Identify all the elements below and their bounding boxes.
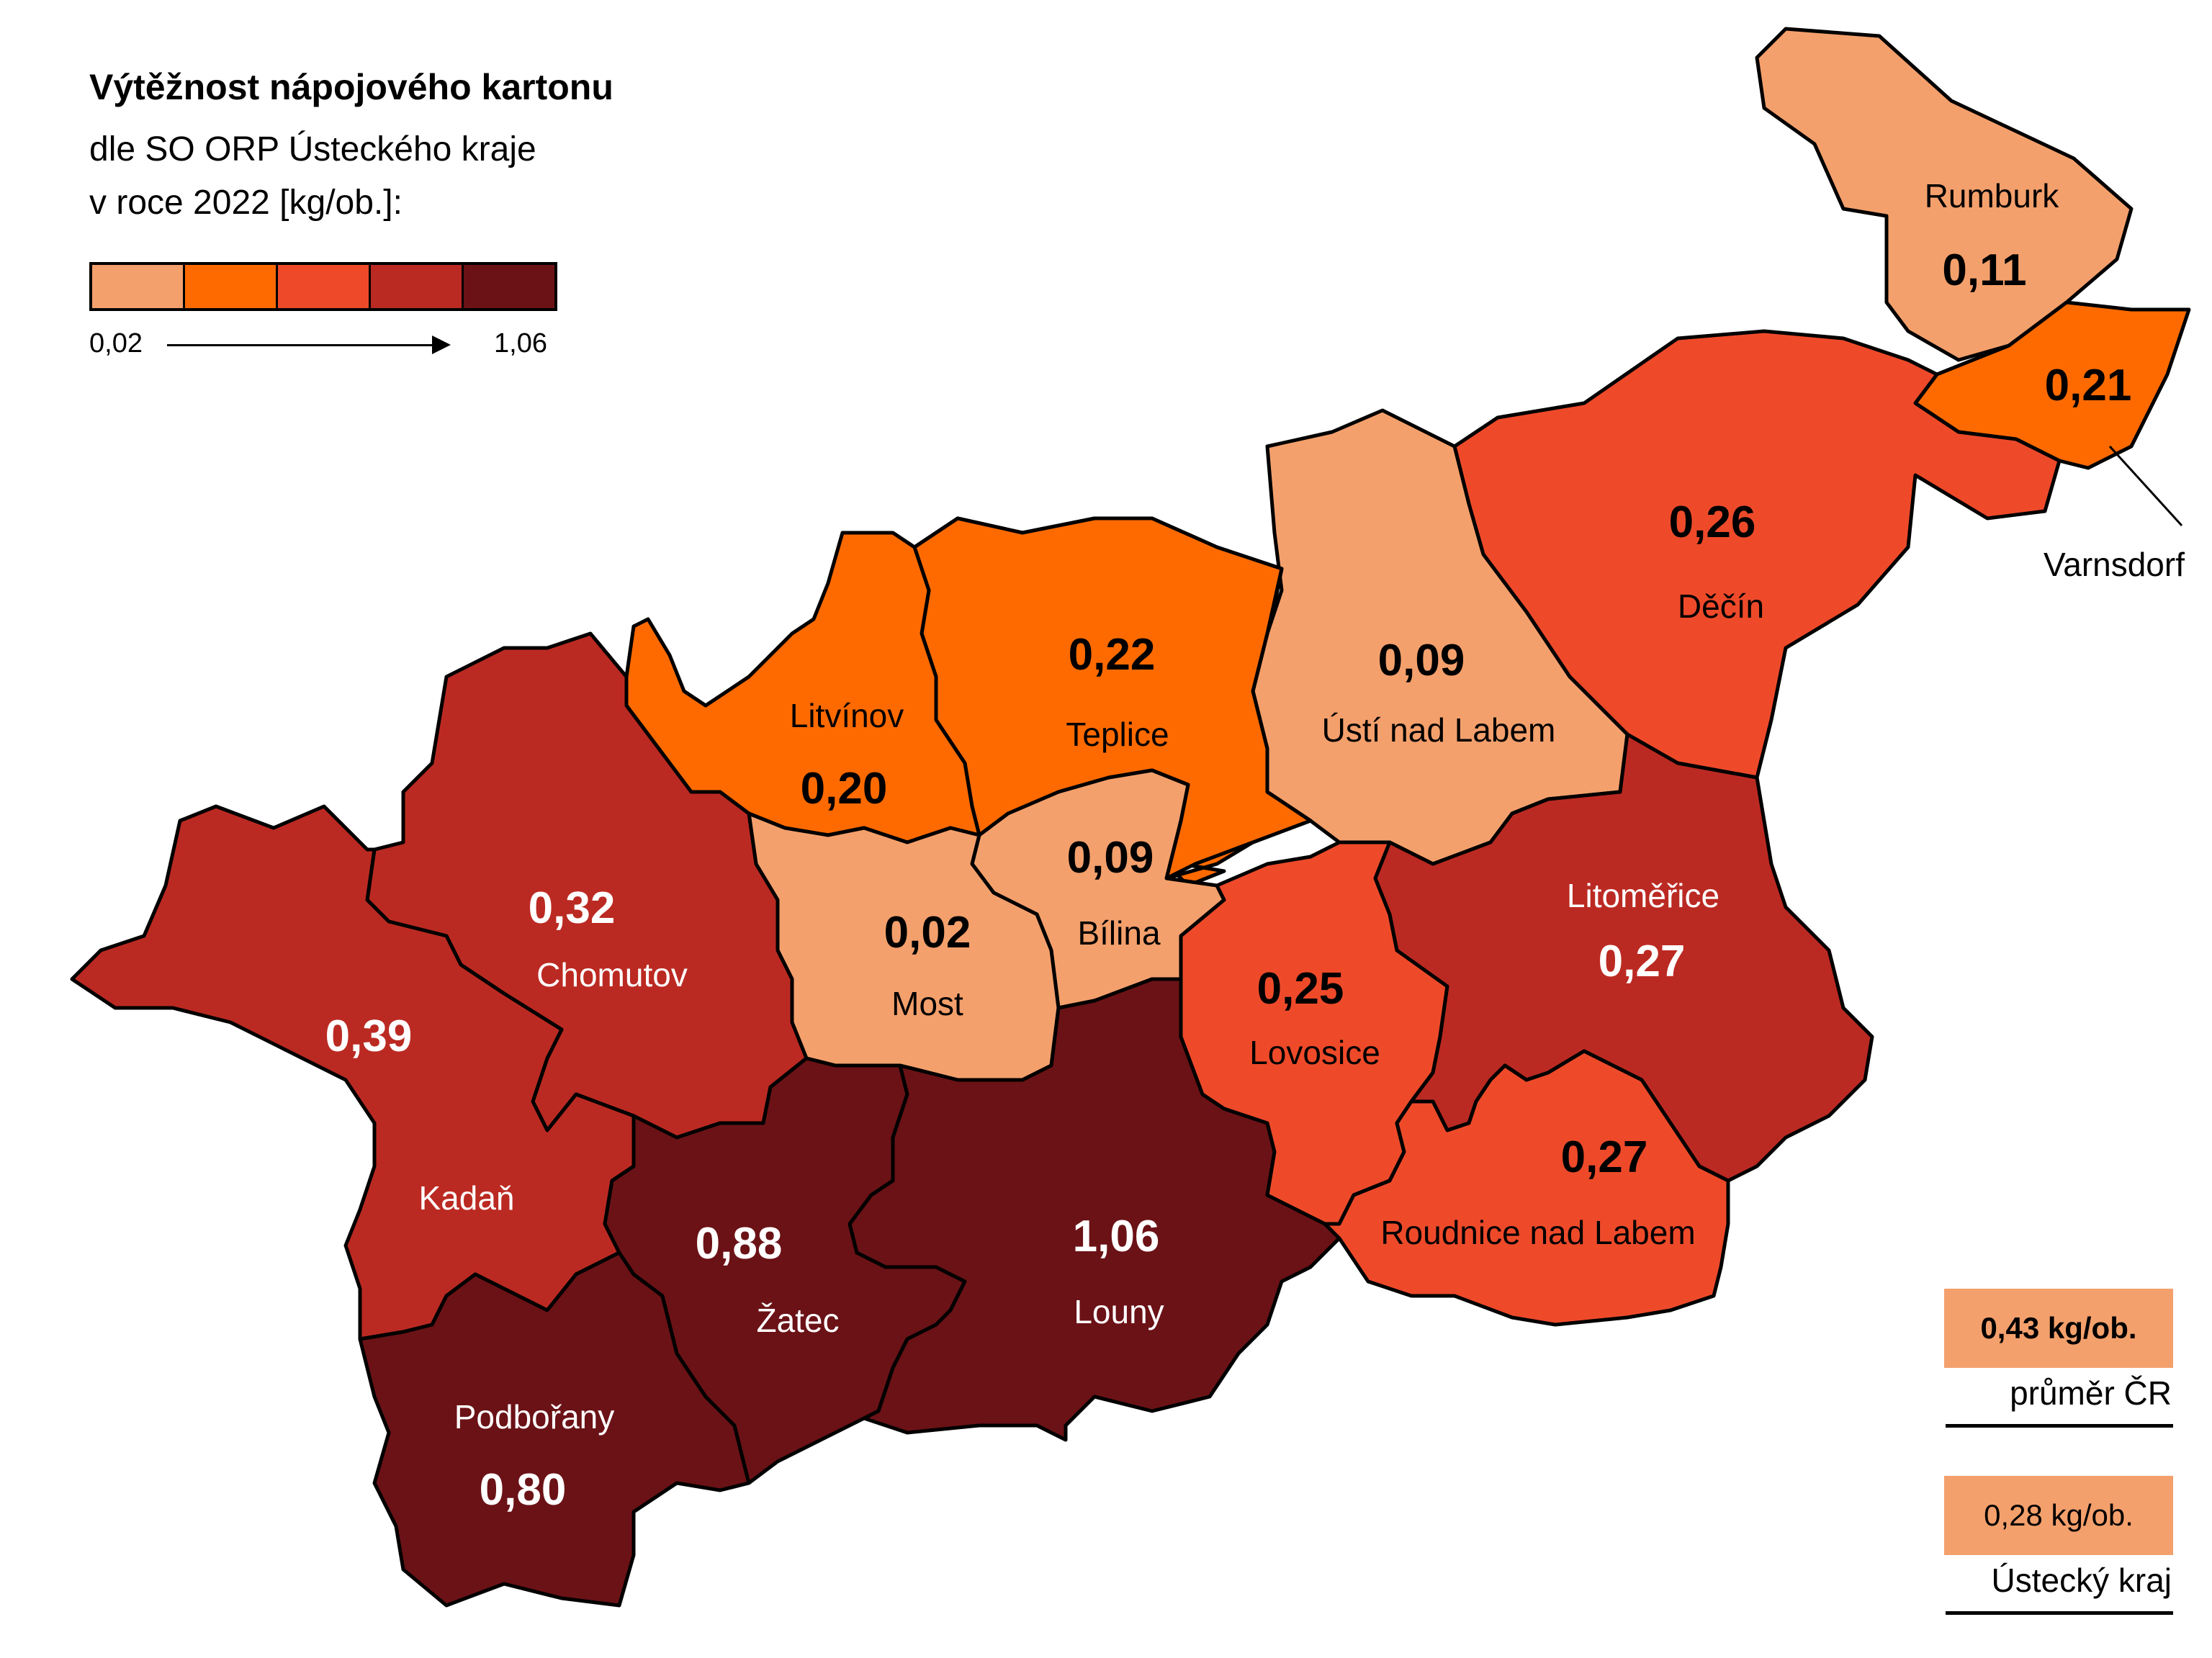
region-value-most: 0,02 <box>884 908 971 958</box>
region-name-decin: Děčín <box>1678 587 1764 625</box>
legend-color-1 <box>92 265 185 308</box>
region-name-louny: Louny <box>1074 1293 1164 1330</box>
region-name-rumburk: Rumburk <box>1925 177 2060 215</box>
region-value-litvinov: 0,20 <box>801 764 888 814</box>
region-roudnice[interactable] <box>1323 1049 1730 1327</box>
region-value-podborany: 0,80 <box>480 1465 567 1515</box>
region-value-rumburk: 0,11 <box>1942 245 2026 295</box>
region-value-chomutov: 0,32 <box>529 883 616 933</box>
map-title: Výtěžnost nápojového kartonu <box>89 67 613 107</box>
region-name-bilina: Bílina <box>1077 914 1160 952</box>
legend-color-4 <box>371 265 464 308</box>
kraj-average-underline <box>1946 1611 2173 1615</box>
region-name-litvinov: Litvínov <box>790 697 904 734</box>
cr-average-underline <box>1946 1424 2173 1428</box>
region-name-zatec: Žatec <box>756 1302 839 1339</box>
legend-color-5 <box>464 265 554 308</box>
region-name-chomutov: Chomutov <box>536 956 688 994</box>
region-value-varnsdorf: 0,21 <box>2045 361 2132 410</box>
kraj-average-value: 0,28 kg/ob. <box>1944 1476 2173 1555</box>
region-value-louny: 1,06 <box>1073 1212 1160 1261</box>
region-value-litomerice: 0,27 <box>1599 937 1686 986</box>
region-name-kadan: Kadaň <box>418 1179 514 1217</box>
region-value-kadan: 0,39 <box>325 1012 413 1061</box>
legend-color-scale <box>89 262 557 311</box>
region-rumburk[interactable] <box>1755 27 2134 362</box>
region-value-lovosice: 0,25 <box>1257 964 1344 1014</box>
region-name-lovosice: Lovosice <box>1249 1034 1380 1071</box>
region-name-usti: Ústí nad Labem <box>1322 711 1556 749</box>
legend-color-2 <box>185 265 278 308</box>
varnsdorf-leader-line <box>2108 445 2183 527</box>
legend-arrow-icon <box>167 335 451 354</box>
cr-average-label: průměr ČR <box>2010 1374 2172 1412</box>
legend-max-label: 1,06 <box>494 328 547 359</box>
region-value-roudnice: 0,27 <box>1561 1132 1648 1182</box>
region-name-teplice: Teplice <box>1066 716 1169 753</box>
region-value-teplice: 0,22 <box>1069 630 1156 680</box>
region-value-usti: 0,09 <box>1378 636 1465 685</box>
region-name-podborany: Podbořany <box>454 1398 615 1436</box>
region-name-roudnice: Roudnice nad Labem <box>1380 1214 1695 1251</box>
region-value-zatec: 0,88 <box>696 1219 783 1269</box>
region-value-bilina: 0,09 <box>1067 833 1154 883</box>
cr-average-value: 0,43 kg/ob. <box>1944 1289 2173 1368</box>
legend-min-label: 0,02 <box>89 328 143 359</box>
legend-color-3 <box>278 265 371 308</box>
kraj-average-label: Ústecký kraj <box>1991 1562 2172 1599</box>
region-name-varnsdorf: Varnsdorf <box>2044 546 2185 583</box>
region-value-decin: 0,26 <box>1669 497 1756 547</box>
map-subtitle-line1: dle SO ORP Ústeckého kraje <box>89 130 536 168</box>
region-name-litomerice: Litoměřice <box>1567 877 1719 914</box>
region-name-most: Most <box>891 985 963 1022</box>
map-subtitle-line2: v roce 2022 [kg/ob.]: <box>89 184 403 222</box>
